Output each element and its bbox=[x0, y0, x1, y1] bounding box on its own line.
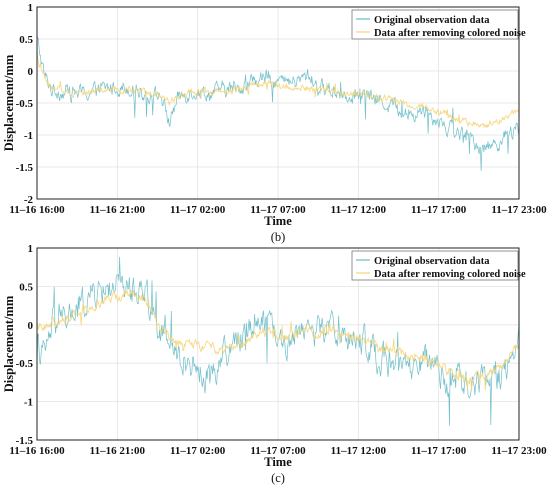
legend-label-original: Original observation data bbox=[374, 256, 490, 267]
x-tick-label: 11–17 17:00 bbox=[411, 204, 467, 216]
x-axis-label: Time bbox=[264, 214, 292, 228]
x-tick-label: 11–17 12:00 bbox=[331, 445, 387, 457]
panel-caption: (c) bbox=[271, 471, 285, 485]
series-denoised-line bbox=[36, 48, 520, 129]
tick-labels: -2 -1.5 -1 -0.5 0 0.5 1 11–16 16:00 11–16 21:00 1… bbox=[9, 2, 547, 216]
x-tick-label: 11–16 21:00 bbox=[90, 204, 146, 216]
chart-panel-c: -1.5 -1 -0.5 0 0.5 1 11–16 16:00 11–16 21:00 11–… bbox=[2, 243, 547, 485]
y-tick-label: -1.5 bbox=[16, 162, 34, 174]
y-tick-label: -1 bbox=[24, 130, 33, 142]
y-axis-label: Displacement/mm bbox=[2, 54, 16, 151]
legend-label-denoised: Data after removing colored noise bbox=[374, 28, 526, 39]
y-tick-label: 1 bbox=[28, 2, 34, 14]
x-tick-label: 11–17 02:00 bbox=[170, 445, 226, 457]
x-tick-label: 11–17 17:00 bbox=[411, 445, 467, 457]
x-tick-label: 11–16 21:00 bbox=[90, 445, 146, 457]
x-axis-label: Time bbox=[264, 455, 292, 469]
chart-panel-b: -2 -1.5 -1 -0.5 0 0.5 1 11–16 16:00 11–16 21:00 1… bbox=[2, 2, 547, 244]
y-tick-label: -0.5 bbox=[16, 358, 34, 370]
y-tick-label: 0.5 bbox=[19, 34, 33, 46]
x-tick-label: 11–17 07:00 bbox=[250, 445, 306, 457]
legend: Original observation data Data after rem… bbox=[351, 250, 526, 281]
x-tick-label: 11–17 02:00 bbox=[170, 204, 226, 216]
series-lines bbox=[36, 36, 520, 171]
x-tick-label: 11–17 23:00 bbox=[491, 204, 547, 216]
x-tick-label: 11–16 16:00 bbox=[9, 204, 65, 216]
x-tick-label: 11–17 12:00 bbox=[331, 204, 387, 216]
series-original-line bbox=[36, 36, 520, 171]
y-tick-label: -1 bbox=[24, 397, 33, 409]
legend-box bbox=[351, 250, 519, 281]
y-tick-label: 1 bbox=[28, 243, 34, 255]
plot-frame bbox=[36, 6, 520, 200]
legend-label-original: Original observation data bbox=[374, 15, 490, 26]
legend-box bbox=[351, 9, 519, 40]
x-tick-label: 11–17 23:00 bbox=[491, 445, 547, 457]
y-tick-label: 0 bbox=[28, 66, 34, 78]
y-tick-label: -2 bbox=[24, 194, 34, 206]
panel-caption: (b) bbox=[271, 230, 286, 244]
series-denoised-line bbox=[36, 288, 520, 391]
y-axis-label: Displacement/mm bbox=[2, 295, 16, 392]
x-tick-label: 11–16 16:00 bbox=[9, 445, 65, 457]
legend: Original observation data Data after rem… bbox=[351, 9, 526, 40]
x-tick-label: 11–17 07:00 bbox=[250, 204, 306, 216]
legend-label-denoised: Data after removing colored noise bbox=[374, 269, 526, 280]
tick-labels: -1.5 -1 -0.5 0 0.5 1 11–16 16:00 11–16 21:00 11–… bbox=[9, 243, 547, 457]
series-lines bbox=[36, 256, 520, 426]
y-tick-label: 0 bbox=[28, 320, 34, 332]
y-tick-label: 0.5 bbox=[19, 281, 33, 293]
y-tick-label: -0.5 bbox=[16, 98, 34, 110]
y-tick-label: -1.5 bbox=[16, 435, 34, 447]
plot-frame bbox=[36, 247, 520, 441]
